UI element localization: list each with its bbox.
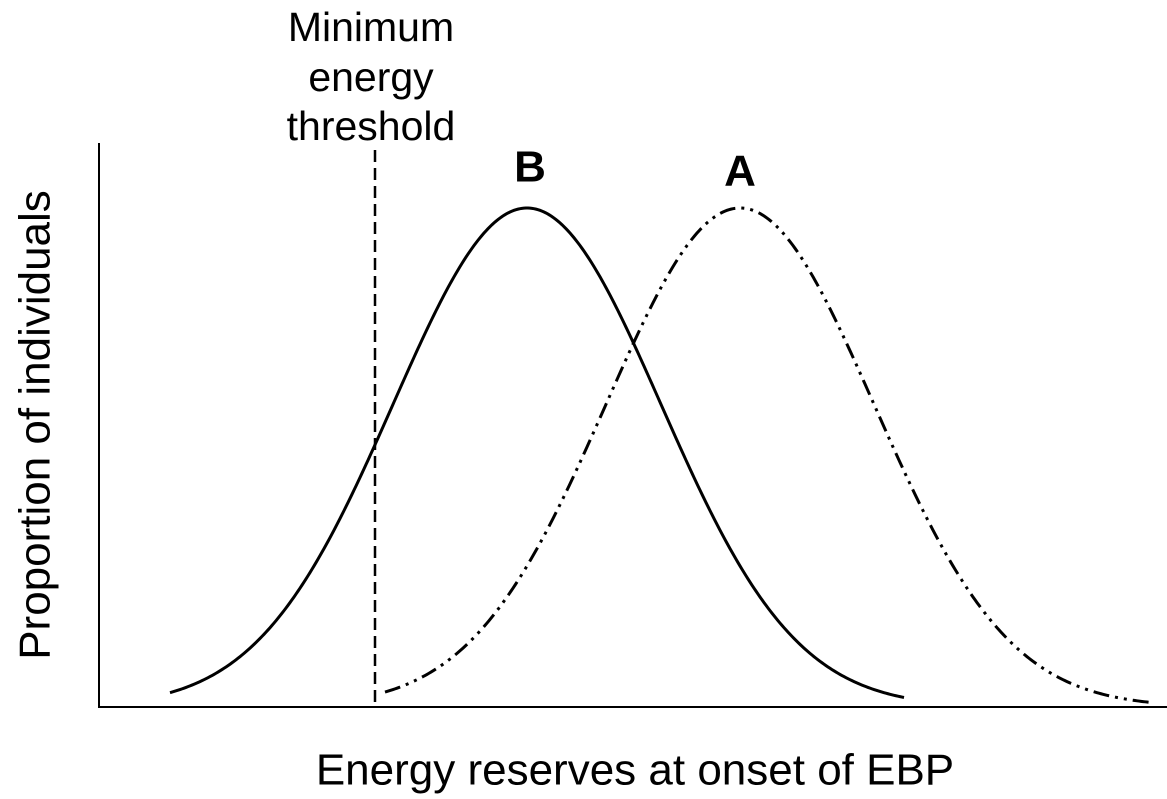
x-axis-label: Energy reserves at onset of EBP <box>316 746 954 795</box>
y-axis-label: Proportion of individuals <box>11 190 60 660</box>
threshold-label: threshold <box>287 103 456 149</box>
curve-b <box>169 206 905 699</box>
curve-a <box>384 206 1150 704</box>
curve-label: A <box>724 147 756 196</box>
threshold-label: Minimum <box>288 4 454 50</box>
threshold-label: energy <box>308 54 434 100</box>
curve-label: B <box>514 143 546 192</box>
